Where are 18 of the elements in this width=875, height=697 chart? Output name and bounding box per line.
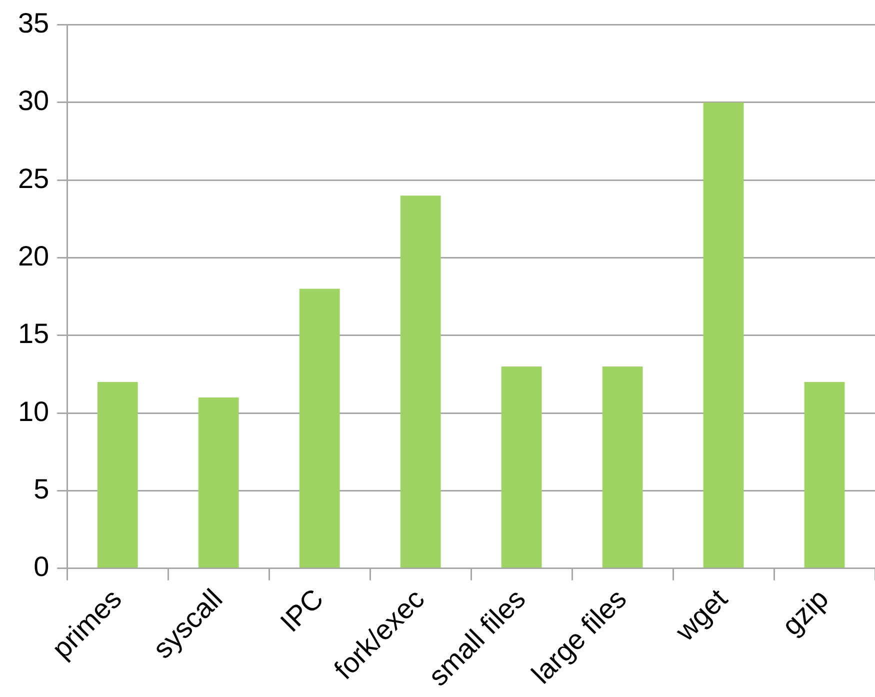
y-tick-label: 30 — [18, 85, 50, 116]
y-tick-label: 15 — [18, 318, 50, 350]
bar — [400, 196, 441, 568]
bar — [703, 102, 744, 568]
y-tick-label: 0 — [34, 551, 50, 582]
y-tick-label: 25 — [18, 162, 50, 194]
x-tick-label: gzip — [776, 582, 834, 642]
bar — [198, 398, 239, 568]
bar — [299, 288, 340, 568]
y-tick-label: 35 — [18, 8, 50, 39]
y-tick-label: 5 — [34, 473, 50, 504]
y-tick-label: 10 — [18, 396, 50, 427]
y-tick-label: 20 — [18, 240, 50, 272]
bar — [602, 366, 643, 568]
bar — [804, 382, 845, 568]
bar — [97, 382, 138, 568]
x-tick-label: IPC — [274, 582, 330, 638]
bar — [501, 366, 542, 568]
